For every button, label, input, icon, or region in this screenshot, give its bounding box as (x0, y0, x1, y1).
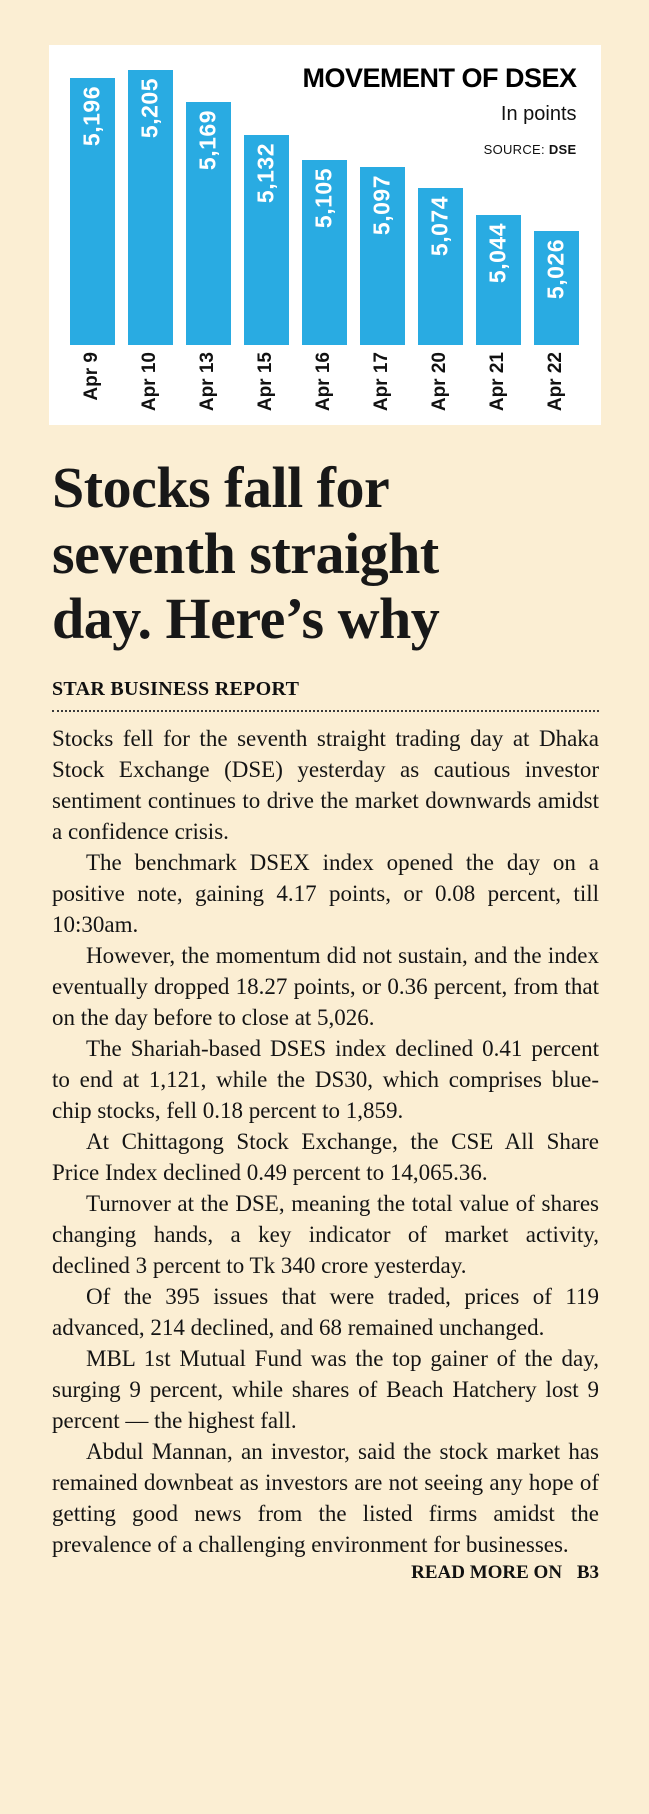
article-paragraph: The Shariah-based DSES index declined 0.… (52, 1035, 599, 1123)
x-axis-label: Apr 17 (360, 345, 405, 425)
x-axis-label: Apr 15 (244, 345, 289, 425)
byline: STAR BUSINESS REPORT (52, 677, 300, 700)
x-axis-label: Apr 22 (534, 345, 579, 425)
dsex-bar: 5,132 (243, 135, 289, 345)
read-more-label: READ MORE ON (411, 1561, 563, 1583)
x-axis-label-text: Apr 17 (371, 352, 392, 412)
bar-value-label: 5,105 (310, 168, 337, 229)
article-paragraph: At Chittagong Stock Exchange, the CSE Al… (52, 1128, 599, 1185)
x-axis-label-text: Apr 16 (313, 352, 334, 412)
chart-xlabels: Apr 9 Apr 10 Apr 13 Apr 15 Apr 16 Apr 17 Apr 2… (70, 345, 580, 425)
dsex-bar: 5,026 (533, 231, 579, 345)
x-axis-label: Apr 13 (186, 345, 231, 425)
headline-line: day. Here’s why (52, 586, 440, 652)
read-more-page: B3 (576, 1561, 599, 1583)
dsex-bar: 5,105 (301, 160, 347, 345)
article-paragraph: MBL 1st Mutual Fund was the top gainer o… (52, 1345, 599, 1433)
article: Stocks fall for seventh straight day. He… (52, 455, 599, 1584)
dsex-bar: 5,205 (127, 70, 173, 345)
chart-subtitle: In points (500, 103, 577, 125)
article-paragraph: Abdul Mannan, an investor, said the stoc… (52, 1438, 599, 1557)
chart-source-label: SOURCE: (483, 142, 545, 157)
chart-plot: 5,196 5,205 5,169 5,132 5,105 5,097 5,074 5,044… (69, 65, 580, 345)
x-axis-label-text: Apr 13 (197, 352, 218, 412)
bar-value-label: 5,074 (426, 196, 453, 257)
read-more: READ MORE ON B3 (52, 1562, 599, 1584)
x-axis-label: Apr 9 (70, 345, 115, 425)
x-axis-label-text: Apr 22 (545, 352, 566, 412)
article-paragraph: The benchmark DSEX index opened the day … (52, 849, 599, 937)
bar-value-label: 5,044 (484, 223, 511, 284)
x-axis-label-text: Apr 15 (255, 352, 276, 412)
bar-value-label: 5,205 (136, 78, 163, 139)
x-axis-label-text: Apr 10 (139, 352, 160, 412)
headline-line: Stocks fall for (52, 455, 390, 520)
bar-value-label: 5,169 (194, 110, 221, 171)
article-paragraph: Turnover at the DSE, meaning the total v… (52, 1190, 599, 1278)
dsex-bar: 5,074 (417, 188, 463, 345)
dsex-bar: 5,169 (185, 102, 231, 345)
chart-source-value: DSE (548, 142, 577, 157)
chart-source: SOURCE: DSE (302, 142, 577, 157)
chart-header: MOVEMENT OF DSEX In points SOURCE: DSE (302, 63, 577, 157)
dsex-bar: 5,196 (69, 78, 115, 345)
dsex-bar: 5,044 (475, 215, 521, 345)
x-axis-label-text: Apr 20 (429, 352, 450, 412)
article-body: Stocks fell for the seventh straight tra… (52, 723, 599, 1560)
headline-line: seventh straight (52, 520, 439, 586)
article-paragraph: Of the 395 issues that were traded, pric… (52, 1283, 599, 1340)
bar-value-label: 5,026 (542, 239, 569, 300)
headline: Stocks fall for seventh straight day. He… (52, 455, 599, 652)
dsex-bar: 5,097 (359, 167, 405, 345)
x-axis-label: Apr 16 (302, 345, 347, 425)
bar-value-label: 5,196 (78, 86, 105, 147)
article-paragraph: Stocks fell for the seventh straight tra… (52, 725, 599, 844)
bar-value-label: 5,097 (368, 175, 395, 236)
x-axis-label-text: Apr 9 (81, 352, 102, 401)
dsex-chart-card: MOVEMENT OF DSEX In points SOURCE: DSE 5… (48, 45, 601, 425)
x-axis-label: Apr 20 (418, 345, 463, 425)
x-axis-label: Apr 10 (128, 345, 173, 425)
bar-value-label: 5,132 (252, 143, 279, 204)
x-axis-label-text: Apr 21 (487, 352, 508, 412)
dotted-rule (52, 709, 599, 712)
x-axis-label: Apr 21 (476, 345, 521, 425)
article-paragraph: However, the momentum did not sustain, a… (52, 942, 599, 1030)
chart-title: MOVEMENT OF DSEX (302, 63, 577, 93)
